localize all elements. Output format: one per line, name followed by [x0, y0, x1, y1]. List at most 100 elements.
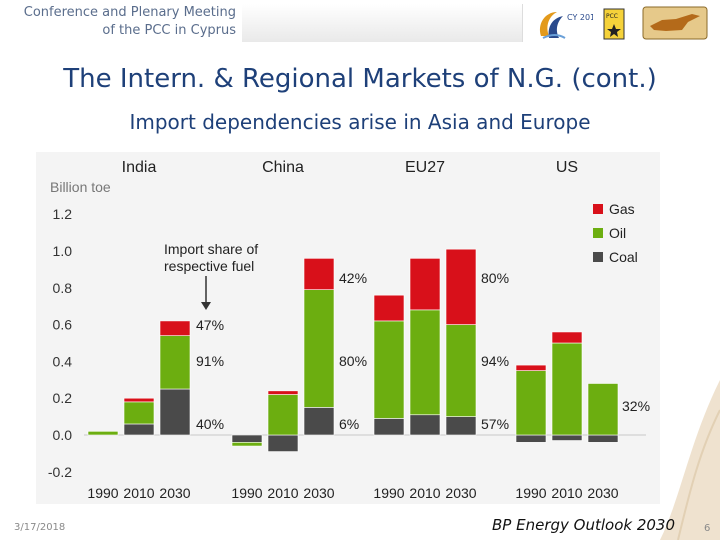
- logo-swirl-orange: [539, 12, 557, 36]
- conference-title-line1: Conference and Plenary Meeting: [23, 5, 236, 20]
- y-tick-label: 0.6: [53, 317, 73, 333]
- annotation-arrow-head: [201, 302, 211, 310]
- bar-coal-us-1990: [515, 434, 547, 443]
- sand-decoration: [660, 380, 720, 540]
- share-label: 80%: [339, 353, 367, 369]
- logo-text: CY 2012 EU: [567, 13, 593, 22]
- y-tick-label: 1.2: [53, 206, 73, 222]
- cy-presidency-logo: CY 2012 EU: [539, 12, 593, 39]
- x-tick-label: 2010: [123, 485, 154, 501]
- cyprus-map-logo: [642, 6, 708, 40]
- bar-coal-eu27-2010: [409, 414, 441, 436]
- page-number: 6: [704, 523, 711, 534]
- share-label: 91%: [196, 353, 224, 369]
- x-tick-label: 2030: [303, 485, 334, 501]
- island-shape: [650, 14, 700, 31]
- share-label: 6%: [339, 416, 359, 432]
- bar-oil-china-2030: [303, 289, 335, 408]
- share-label: 47%: [196, 317, 224, 333]
- sand-line: [677, 409, 720, 540]
- star-icon: [607, 24, 621, 37]
- bar-coal-us-2030: [587, 434, 619, 443]
- share-label: 32%: [622, 398, 650, 414]
- bar-gas-india-2030: [159, 320, 191, 336]
- annotation-text: Import share of: [164, 241, 258, 257]
- y-tick-label: 0.0: [53, 427, 73, 443]
- y-tick-label: 0.2: [53, 390, 73, 406]
- bar-coal-eu27-2030: [445, 416, 477, 436]
- bar-oil-us-2030: [587, 383, 619, 436]
- bar-oil-eu27-2010: [409, 309, 441, 416]
- y-tick-label: 0.8: [53, 280, 73, 296]
- legend-swatch-gas: [593, 204, 603, 214]
- bar-coal-india-2010: [123, 423, 155, 436]
- bar-oil-us-1990: [515, 370, 547, 436]
- bar-oil-eu27-1990: [373, 320, 405, 419]
- pcc-logo-text: PCC: [606, 13, 618, 20]
- share-label: 40%: [196, 416, 224, 432]
- sand-shape: [660, 380, 720, 540]
- bar-oil-india-2030: [159, 335, 191, 390]
- x-tick-label: 1990: [231, 485, 262, 501]
- logo-swirl-blue: [548, 16, 563, 38]
- x-tick-label: 2010: [551, 485, 582, 501]
- group-label-us: US: [556, 159, 578, 176]
- group-label-eu27: EU27: [405, 159, 445, 176]
- legend-label-oil: Oil: [609, 225, 626, 241]
- conference-title-line2: of the PCC in Cyprus: [102, 23, 236, 38]
- bar-coal-china-2010: [267, 434, 299, 452]
- bar-coal-china-2030: [303, 407, 335, 436]
- header-bar: [242, 4, 523, 42]
- bar-gas-eu27-2030: [445, 248, 477, 325]
- logo-wave: [542, 34, 566, 39]
- x-tick-label: 1990: [373, 485, 404, 501]
- x-tick-label: 1990: [87, 485, 118, 501]
- x-tick-label: 1990: [515, 485, 546, 501]
- chart-panel: Billion toe 1.2 1.0 0.8 0.6 0.4 0.2 0.0 -0.2 Indi…: [36, 152, 660, 504]
- y-tick-label: -0.2: [48, 464, 72, 480]
- annotation-text: respective fuel: [164, 258, 254, 274]
- bar-oil-china-1990: [231, 442, 263, 447]
- bar-oil-india-1990: [87, 431, 119, 436]
- legend-label-coal: Coal: [609, 249, 638, 265]
- share-label: 57%: [481, 416, 509, 432]
- bar-gas-eu27-2010: [409, 258, 441, 311]
- bar-coal-india-2030: [159, 388, 191, 436]
- bar-gas-us-1990: [515, 364, 547, 371]
- bar-gas-eu27-1990: [373, 294, 405, 322]
- pcc-logo: PCC: [603, 8, 625, 40]
- slide-date: 3/17/2018: [14, 522, 66, 533]
- conference-header: Conference and Plenary Meeting of the PC…: [0, 4, 236, 40]
- source-citation: BP Energy Outlook 2030: [492, 516, 675, 534]
- bar-oil-us-2010: [551, 342, 583, 436]
- bar-gas-china-2010: [267, 390, 299, 395]
- slide-title: The Intern. & Regional Markets of N.G. (…: [63, 64, 657, 94]
- y-tick-label: 1.0: [53, 243, 73, 259]
- legend-swatch-oil: [593, 228, 603, 238]
- legend-label-gas: Gas: [609, 201, 635, 217]
- import-dependency-chart: Billion toe 1.2 1.0 0.8 0.6 0.4 0.2 0.0 -0.2 Indi…: [48, 159, 650, 501]
- share-label: 80%: [481, 270, 509, 286]
- bar-oil-eu27-2030: [445, 324, 477, 417]
- bar-coal-eu27-1990: [373, 418, 405, 436]
- group-label-india: India: [122, 159, 157, 176]
- share-label: 94%: [481, 353, 509, 369]
- slide-subtitle: Import dependencies arise in Asia and Eu…: [129, 110, 591, 134]
- x-tick-label: 2030: [587, 485, 618, 501]
- x-tick-label: 2010: [267, 485, 298, 501]
- bar-coal-us-2010: [551, 434, 583, 441]
- bar-oil-china-2010: [267, 394, 299, 436]
- share-label: 42%: [339, 270, 367, 286]
- x-tick-label: 2030: [445, 485, 476, 501]
- bar-oil-india-2010: [123, 401, 155, 425]
- x-tick-label: 2030: [159, 485, 190, 501]
- x-tick-label: 2010: [409, 485, 440, 501]
- y-tick-label: 0.4: [53, 353, 73, 369]
- bar-coal-china-1990: [231, 434, 263, 443]
- legend-swatch-coal: [593, 252, 603, 262]
- bar-gas-india-2010: [123, 397, 155, 403]
- group-label-china: China: [262, 159, 304, 176]
- y-axis-title: Billion toe: [50, 179, 111, 195]
- bar-gas-china-2030: [303, 258, 335, 290]
- bar-gas-us-2010: [551, 331, 583, 344]
